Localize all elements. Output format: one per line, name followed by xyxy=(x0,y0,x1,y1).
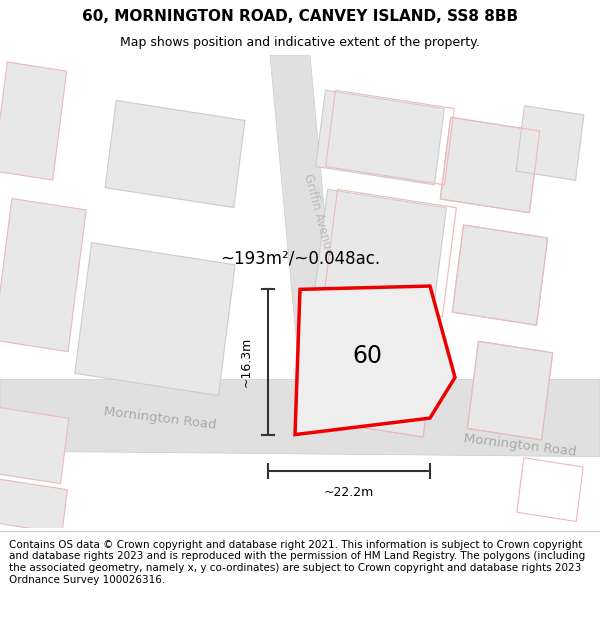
Text: Mornington Road: Mornington Road xyxy=(463,432,577,459)
Polygon shape xyxy=(0,199,86,352)
Polygon shape xyxy=(0,379,600,457)
Text: Mornington Road: Mornington Road xyxy=(103,405,217,431)
Text: 60: 60 xyxy=(352,344,382,367)
Polygon shape xyxy=(0,62,67,180)
Text: ~193m²/~0.048ac.: ~193m²/~0.048ac. xyxy=(220,249,380,268)
Text: Griffin Avenue: Griffin Avenue xyxy=(301,173,335,257)
Polygon shape xyxy=(316,90,444,185)
Polygon shape xyxy=(105,101,245,208)
Polygon shape xyxy=(314,322,436,437)
Polygon shape xyxy=(270,55,340,379)
Polygon shape xyxy=(452,225,548,325)
Polygon shape xyxy=(0,408,69,484)
Polygon shape xyxy=(75,242,235,396)
Polygon shape xyxy=(295,286,455,434)
Text: 60, MORNINGTON ROAD, CANVEY ISLAND, SS8 8BB: 60, MORNINGTON ROAD, CANVEY ISLAND, SS8 … xyxy=(82,9,518,24)
Text: ~16.3m: ~16.3m xyxy=(239,337,253,387)
Polygon shape xyxy=(467,341,553,440)
Text: Contains OS data © Crown copyright and database right 2021. This information is : Contains OS data © Crown copyright and d… xyxy=(9,540,585,584)
Polygon shape xyxy=(0,479,67,533)
Polygon shape xyxy=(516,106,584,180)
Text: ~22.2m: ~22.2m xyxy=(324,486,374,499)
Polygon shape xyxy=(440,118,540,212)
Polygon shape xyxy=(314,189,446,317)
Text: Map shows position and indicative extent of the property.: Map shows position and indicative extent… xyxy=(120,36,480,49)
